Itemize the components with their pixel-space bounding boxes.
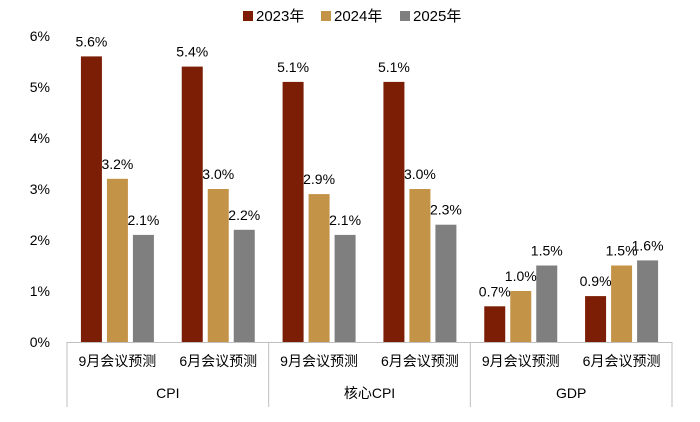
bar (207, 189, 229, 342)
data-label: 1.0% (505, 268, 537, 284)
data-label: 2.1% (329, 212, 361, 228)
bar (383, 81, 405, 343)
x-category-label: 6月会议预测 (583, 353, 661, 369)
x-group-label: 核心CPI (344, 385, 395, 401)
data-label: 1.5% (606, 243, 638, 259)
bar (233, 229, 255, 342)
x-category-label: 6月会议预测 (179, 353, 257, 369)
bar (181, 66, 203, 342)
bar (484, 306, 506, 342)
data-label: 3.0% (404, 166, 436, 182)
y-tick-label: 4% (30, 130, 50, 146)
y-tick-label: 3% (30, 181, 50, 197)
bar (282, 81, 304, 343)
x-group-label: CPI (156, 385, 179, 401)
bar (132, 234, 154, 342)
x-category-label: 9月会议预测 (280, 353, 358, 369)
legend: 2023年 2024年 2025年 (243, 8, 461, 25)
bar (536, 265, 558, 342)
legend-label-2: 2024年 (334, 8, 382, 25)
data-label: 2.1% (127, 212, 159, 228)
data-label: 1.5% (531, 243, 563, 259)
data-label: 5.1% (378, 59, 410, 75)
data-label: 2.9% (303, 171, 335, 187)
y-axis: 0% 1% 2% 3% 4% 5% 6% (30, 28, 50, 350)
x-category-label: 9月会议预测 (79, 353, 157, 369)
bar (80, 56, 102, 343)
data-label: 3.2% (101, 156, 133, 172)
data-label: 0.7% (479, 283, 511, 299)
y-tick-label: 5% (30, 79, 50, 95)
data-label: 2.3% (430, 202, 462, 218)
bar (510, 291, 532, 342)
legend-swatch-2 (321, 11, 331, 21)
data-labels: 5.6% 5.4% 5.1% 5.1% 0.7% 0.9% 3.2% 3.0% 2.9% 3.0%… (75, 33, 663, 299)
bar (435, 224, 457, 342)
data-label: 3.0% (202, 166, 234, 182)
data-label: 1.6% (632, 237, 664, 253)
x-category-label: 6月会议预测 (381, 353, 459, 369)
bar (611, 265, 633, 342)
legend-swatch-1 (243, 11, 253, 21)
bar (585, 296, 607, 342)
bar (409, 189, 431, 342)
legend-label-1: 2023年 (256, 8, 304, 25)
data-label: 0.9% (580, 273, 612, 289)
y-tick-label: 0% (30, 334, 50, 350)
legend-label-3: 2025年 (413, 8, 461, 25)
data-label: 5.6% (75, 33, 107, 49)
bars (80, 56, 659, 343)
y-tick-label: 2% (30, 232, 50, 248)
data-label: 5.1% (277, 59, 309, 75)
x-group-label: GDP (556, 385, 586, 401)
data-label: 2.2% (228, 207, 260, 223)
x-category-label: 9月会议预测 (482, 353, 560, 369)
y-tick-label: 6% (30, 28, 50, 44)
bar (106, 178, 128, 342)
legend-swatch-3 (400, 11, 410, 21)
bar (637, 260, 659, 342)
bar (308, 194, 330, 342)
data-label: 5.4% (176, 44, 208, 60)
bar (334, 234, 356, 342)
y-tick-label: 1% (30, 283, 50, 299)
